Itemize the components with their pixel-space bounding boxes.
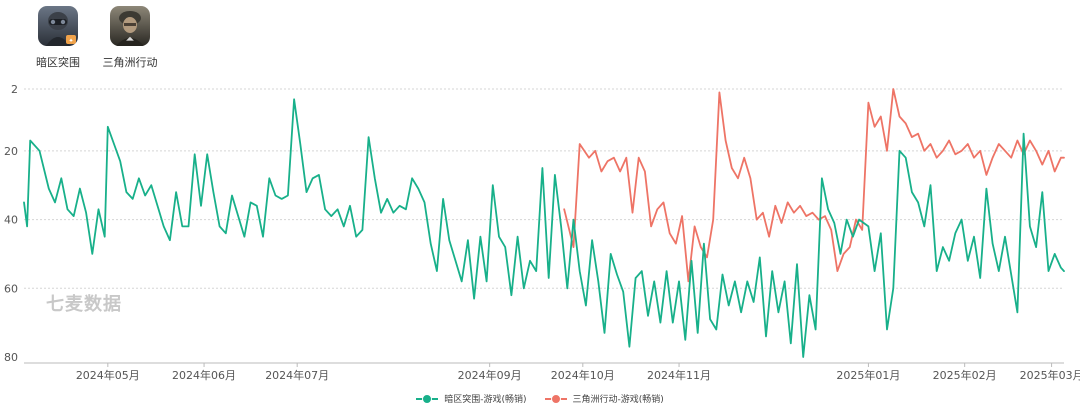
chart-legend: 暗区突围-游戏(畅销) 三角洲行动-游戏(畅销)	[0, 392, 1080, 405]
svg-text:✦: ✦	[68, 38, 73, 45]
legend-series-2-label: 三角洲行动-游戏(畅销)	[572, 395, 664, 405]
x-tick-label: 2024年09月	[458, 368, 522, 382]
legend-item-series-2[interactable]: 三角洲行动-游戏(畅销)	[544, 392, 664, 405]
app-name: 暗区突围	[36, 56, 80, 69]
app-name: 三角洲行动	[102, 56, 158, 69]
y-tick-label: 40	[4, 214, 18, 227]
y-tick-label: 2	[11, 83, 18, 96]
svg-text:◢◣: ◢◣	[126, 36, 134, 42]
x-tick-label: 2025年02月	[933, 368, 997, 382]
legend-series-2-marker-icon	[544, 393, 567, 404]
series-line-2	[563, 88, 1065, 283]
legend-series-1-marker-icon	[416, 393, 439, 404]
legend-item-series-1[interactable]: 暗区突围-游戏(畅销)	[416, 392, 527, 405]
y-tick-label: 80	[4, 351, 18, 364]
x-tick-label: 2025年03月	[1020, 368, 1080, 382]
app-tab-sanjiaozhou-xingdong[interactable]: ◢◣ 三角洲行动	[90, 6, 170, 70]
series-line-1	[23, 98, 1065, 358]
watermark: 七麦数据	[46, 294, 122, 315]
app-tab-anqu-tuwei[interactable]: ✦ 暗区突围	[18, 6, 98, 70]
x-tick-label: 2024年10月	[551, 368, 615, 382]
x-tick-label: 2024年07月	[265, 368, 329, 382]
legend-series-1-label: 暗区突围-游戏(畅销)	[444, 395, 527, 405]
y-tick-label: 60	[4, 282, 18, 295]
x-tick-label: 2024年06月	[172, 368, 236, 382]
x-tick-label: 2024年11月	[647, 368, 711, 382]
soldier-portrait-app-icon: ◢◣	[110, 6, 150, 46]
x-tick-label: 2024年05月	[76, 368, 140, 382]
x-tick-label: 2025年01月	[836, 368, 900, 382]
soldier-mask-app-icon: ✦	[38, 6, 78, 46]
y-tick-label: 20	[4, 145, 18, 158]
ranking-line-chart: 2 20 40 60 80 2024年05月 2024年06月 2024年07月 2024年09…	[4, 83, 1080, 382]
